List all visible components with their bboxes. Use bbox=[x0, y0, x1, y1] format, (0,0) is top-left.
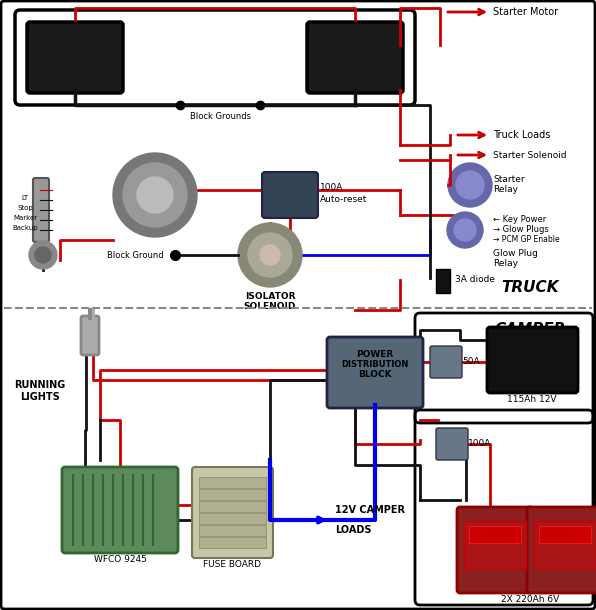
Text: Block Grounds: Block Grounds bbox=[190, 112, 250, 121]
FancyBboxPatch shape bbox=[469, 526, 521, 543]
FancyBboxPatch shape bbox=[199, 513, 266, 524]
FancyBboxPatch shape bbox=[62, 467, 178, 553]
Text: Relay: Relay bbox=[493, 259, 518, 268]
FancyBboxPatch shape bbox=[539, 526, 591, 543]
FancyBboxPatch shape bbox=[436, 428, 468, 460]
Circle shape bbox=[29, 241, 57, 269]
FancyBboxPatch shape bbox=[192, 467, 273, 558]
Text: SOLENOID: SOLENOID bbox=[244, 302, 296, 311]
Text: 115Ah 12V: 115Ah 12V bbox=[507, 395, 557, 404]
Text: Starter Motor: Starter Motor bbox=[493, 7, 558, 17]
Circle shape bbox=[248, 233, 292, 277]
FancyBboxPatch shape bbox=[262, 172, 318, 218]
Text: Block Ground: Block Ground bbox=[107, 251, 163, 259]
Text: LT: LT bbox=[21, 195, 29, 201]
FancyBboxPatch shape bbox=[436, 269, 450, 293]
Text: Auto-reset: Auto-reset bbox=[320, 195, 367, 204]
Text: RUNNING
LIGHTS: RUNNING LIGHTS bbox=[14, 380, 66, 401]
FancyBboxPatch shape bbox=[199, 477, 266, 488]
Text: TRUCK: TRUCK bbox=[501, 280, 559, 295]
FancyBboxPatch shape bbox=[527, 507, 596, 593]
FancyBboxPatch shape bbox=[199, 501, 266, 512]
Text: Starter Solenoid: Starter Solenoid bbox=[493, 151, 567, 159]
Text: ← Key Power: ← Key Power bbox=[493, 215, 547, 224]
FancyBboxPatch shape bbox=[81, 316, 99, 355]
FancyBboxPatch shape bbox=[27, 22, 123, 93]
FancyBboxPatch shape bbox=[33, 178, 49, 242]
Circle shape bbox=[35, 247, 51, 263]
Text: 3A diode: 3A diode bbox=[455, 276, 495, 284]
Circle shape bbox=[238, 223, 302, 287]
FancyBboxPatch shape bbox=[534, 521, 596, 568]
Text: 12V CAMPER: 12V CAMPER bbox=[335, 505, 405, 515]
Text: → Glow Plugs: → Glow Plugs bbox=[493, 226, 549, 234]
Text: FUSE BOARD: FUSE BOARD bbox=[203, 560, 261, 569]
Circle shape bbox=[123, 163, 187, 227]
Circle shape bbox=[454, 219, 476, 241]
Text: Stop: Stop bbox=[17, 205, 33, 211]
Text: Truck Loads: Truck Loads bbox=[493, 130, 550, 140]
Text: DISTRIBUTION: DISTRIBUTION bbox=[342, 360, 409, 369]
Text: 100A: 100A bbox=[320, 184, 343, 193]
Text: → PCM GP Enable: → PCM GP Enable bbox=[493, 235, 560, 245]
FancyBboxPatch shape bbox=[199, 525, 266, 536]
Circle shape bbox=[113, 153, 197, 237]
Text: Relay: Relay bbox=[493, 185, 518, 195]
Circle shape bbox=[260, 245, 280, 265]
Text: WFCO 9245: WFCO 9245 bbox=[94, 555, 147, 564]
FancyBboxPatch shape bbox=[199, 537, 266, 548]
Text: Glow Plug: Glow Plug bbox=[493, 248, 538, 257]
Text: ISOLATOR: ISOLATOR bbox=[245, 292, 295, 301]
FancyBboxPatch shape bbox=[457, 507, 533, 593]
Text: Starter: Starter bbox=[493, 176, 524, 184]
Text: LOADS: LOADS bbox=[335, 525, 371, 535]
Circle shape bbox=[447, 212, 483, 248]
Text: 2X 220Ah 6V: 2X 220Ah 6V bbox=[501, 595, 559, 604]
Text: CAMPER: CAMPER bbox=[494, 322, 566, 337]
Text: 100A: 100A bbox=[468, 439, 491, 448]
Text: Backup: Backup bbox=[12, 225, 38, 231]
Circle shape bbox=[137, 177, 173, 213]
Text: 50A: 50A bbox=[462, 357, 480, 367]
Circle shape bbox=[448, 163, 492, 207]
FancyBboxPatch shape bbox=[487, 327, 578, 393]
Circle shape bbox=[456, 171, 484, 199]
FancyBboxPatch shape bbox=[464, 521, 526, 568]
FancyBboxPatch shape bbox=[430, 346, 462, 378]
FancyBboxPatch shape bbox=[327, 337, 423, 408]
Text: Marker: Marker bbox=[13, 215, 37, 221]
FancyBboxPatch shape bbox=[307, 22, 403, 93]
FancyBboxPatch shape bbox=[199, 489, 266, 500]
Text: POWER: POWER bbox=[356, 350, 393, 359]
Text: BLOCK: BLOCK bbox=[358, 370, 392, 379]
